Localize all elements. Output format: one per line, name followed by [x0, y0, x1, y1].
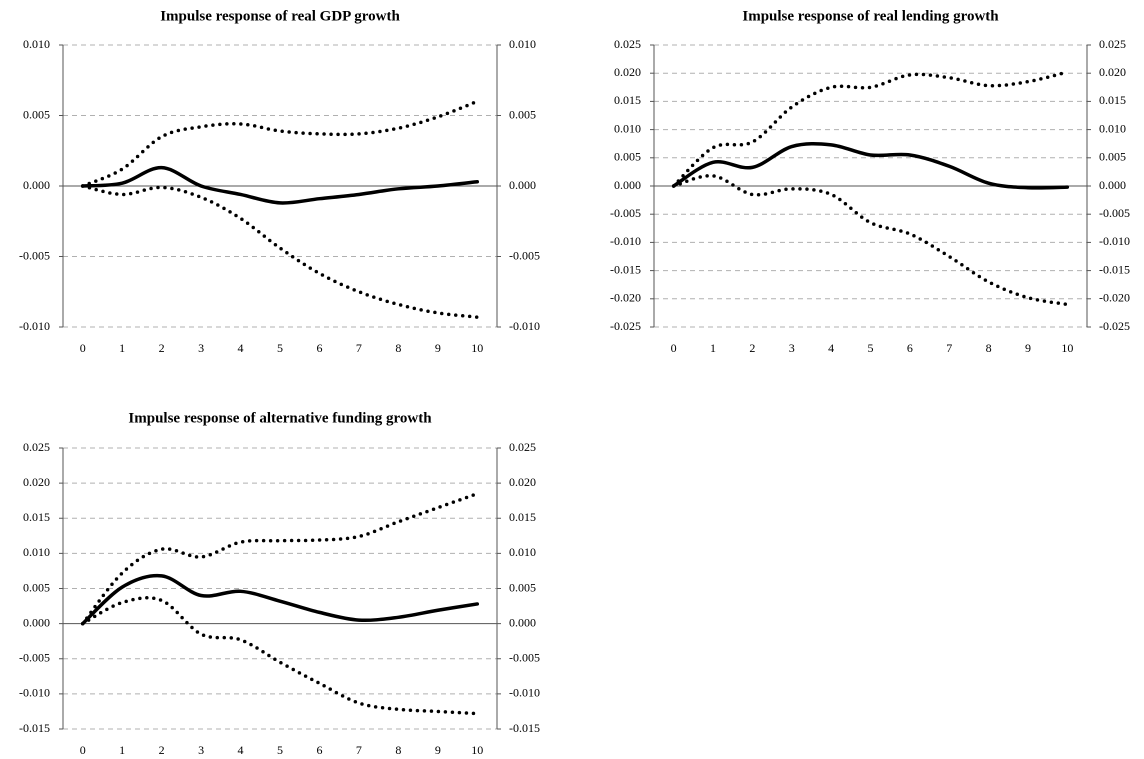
y-tick-label: 0.000 [614, 178, 641, 192]
x-tick-label: 5 [868, 341, 874, 355]
x-tick-label: 6 [907, 341, 913, 355]
x-tick-label: 2 [159, 743, 165, 757]
response-line [80, 165, 480, 205]
chart-title: Impulse response of real lending growth [742, 8, 999, 24]
y2-tick-label: 0.005 [509, 580, 536, 594]
y-tick-label: -0.015 [19, 721, 50, 735]
x-tick-label: 4 [238, 743, 244, 757]
y2-tick-label: 0.010 [1099, 121, 1126, 135]
y2-tick-label: 0.010 [509, 545, 536, 559]
x-tick-label: 8 [395, 341, 401, 355]
band-line [80, 491, 480, 626]
x-tick-label: 4 [238, 341, 244, 355]
x-tick-label: 6 [316, 341, 322, 355]
y-tick-label: 0.025 [23, 440, 50, 454]
y-tick-label: 0.005 [23, 107, 50, 121]
x-tick-label: 1 [119, 743, 125, 757]
y2-tick-label: -0.015 [509, 721, 540, 735]
y-tick-label: -0.010 [19, 319, 50, 333]
x-tick-label: 3 [198, 341, 204, 355]
x-tick-label: 7 [356, 341, 362, 355]
y-tick-label: -0.005 [610, 206, 641, 220]
x-tick-label: 10 [471, 341, 483, 355]
y-tick-label: -0.005 [19, 248, 50, 262]
x-tick-label: 10 [471, 743, 483, 757]
y2-tick-label: -0.010 [1099, 234, 1130, 248]
y2-tick-label: 0.020 [509, 475, 536, 489]
x-tick-label: 0 [80, 341, 86, 355]
y2-tick-label: -0.005 [1099, 206, 1130, 220]
y-tick-label: 0.010 [614, 121, 641, 135]
x-tick-label: 9 [1025, 341, 1031, 355]
y-tick-label: 0.015 [614, 93, 641, 107]
x-tick-label: 1 [710, 341, 716, 355]
response-line [80, 573, 480, 626]
band-line [80, 184, 480, 319]
x-tick-label: 9 [435, 743, 441, 757]
x-tick-label: 4 [828, 341, 834, 355]
x-tick-label: 2 [159, 341, 165, 355]
y2-tick-label: -0.010 [509, 319, 540, 333]
y-tick-label: 0.010 [23, 545, 50, 559]
x-tick-label: 9 [435, 341, 441, 355]
x-tick-label: 5 [277, 341, 283, 355]
y-tick-label: -0.005 [19, 651, 50, 665]
x-tick-label: 7 [356, 743, 362, 757]
y2-tick-label: 0.010 [509, 37, 536, 51]
y2-tick-label: 0.000 [1099, 178, 1126, 192]
x-tick-label: 7 [946, 341, 952, 355]
y-tick-label: 0.015 [23, 510, 50, 524]
y2-tick-label: -0.010 [509, 686, 540, 700]
x-tick-label: 3 [198, 743, 204, 757]
y-tick-label: 0.025 [614, 37, 641, 51]
y2-tick-label: 0.025 [1099, 37, 1126, 51]
y2-tick-label: 0.015 [509, 510, 536, 524]
y2-tick-label: 0.025 [509, 440, 536, 454]
y2-tick-label: 0.000 [509, 178, 536, 192]
x-tick-label: 8 [395, 743, 401, 757]
y2-tick-label: 0.000 [509, 615, 536, 629]
y-tick-label: 0.010 [23, 37, 50, 51]
band-line [671, 174, 1070, 307]
y-tick-label: 0.020 [23, 475, 50, 489]
x-tick-label: 2 [749, 341, 755, 355]
y-tick-label: 0.000 [23, 615, 50, 629]
x-tick-label: 10 [1061, 341, 1073, 355]
y-tick-label: -0.010 [610, 234, 641, 248]
x-tick-label: 3 [789, 341, 795, 355]
x-tick-label: 0 [80, 743, 86, 757]
y2-tick-label: -0.015 [1099, 262, 1130, 276]
y-tick-label: -0.010 [19, 686, 50, 700]
y-tick-label: -0.020 [610, 291, 641, 305]
y2-tick-label: -0.020 [1099, 291, 1130, 305]
y-tick-label: -0.015 [610, 262, 641, 276]
chart-title: Impulse response of alternative funding … [128, 410, 432, 426]
y2-tick-label: 0.005 [1099, 150, 1126, 164]
band-line [80, 596, 480, 716]
y-tick-label: 0.005 [614, 150, 641, 164]
y2-tick-label: -0.005 [509, 651, 540, 665]
y2-tick-label: 0.005 [509, 107, 536, 121]
y2-tick-label: 0.015 [1099, 93, 1126, 107]
x-tick-label: 0 [671, 341, 677, 355]
x-tick-label: 1 [119, 341, 125, 355]
x-tick-label: 6 [316, 743, 322, 757]
band-line [671, 70, 1070, 188]
response-line [671, 141, 1070, 190]
y-tick-label: 0.005 [23, 580, 50, 594]
y2-tick-label: -0.025 [1099, 319, 1130, 333]
x-tick-label: 5 [277, 743, 283, 757]
y-tick-label: 0.020 [614, 65, 641, 79]
y-tick-label: 0.000 [23, 178, 50, 192]
y-tick-label: -0.025 [610, 319, 641, 333]
chart-title: Impulse response of real GDP growth [160, 8, 400, 24]
x-tick-label: 8 [986, 341, 992, 355]
y2-tick-label: -0.005 [509, 248, 540, 262]
y2-tick-label: 0.020 [1099, 65, 1126, 79]
